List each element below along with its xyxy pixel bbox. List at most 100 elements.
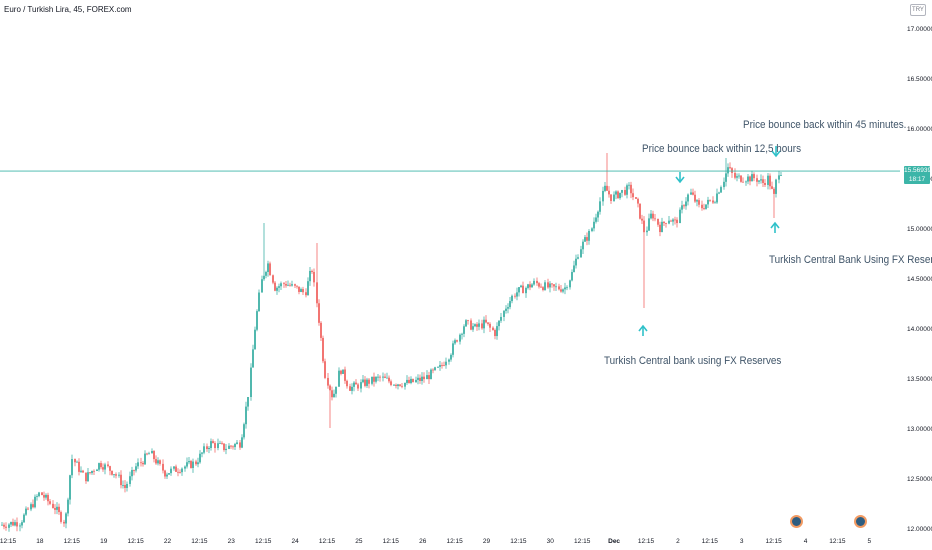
candle-body [483,319,485,329]
last-price-value: 15.56939 [904,167,932,174]
candle-body [415,379,417,383]
candle-body [234,443,236,448]
candle-body [316,282,318,304]
candle-body [536,280,538,284]
candle-body [135,466,137,471]
candle-body [217,443,219,449]
candle-body [173,466,175,469]
candle-body [426,375,428,380]
candle-body [437,366,439,368]
candle-body [423,376,425,380]
candle-body [104,464,106,470]
candle-body [364,379,366,386]
x-tick-label: 4 [804,538,808,545]
candle-body [465,320,467,327]
candle-body [419,377,421,381]
candle-body [494,329,496,337]
x-tick-label: Dec [608,538,620,545]
candle-body [663,221,665,224]
candle-body [294,284,296,286]
candle-body [674,219,676,221]
candle-body [434,367,436,370]
candle-body [712,200,714,203]
candle-body [309,270,311,282]
candle-body [639,203,641,219]
y-tick-label: 12.00000 [907,526,932,533]
candle-body [10,521,12,525]
candle-body [320,322,322,338]
candle-body [665,223,667,224]
y-tick-label: 12.50000 [907,476,932,483]
candle-body [164,470,166,477]
candle-body [430,369,432,380]
annotation-cb-reserves-1: Turkish Central bank using FX Reserves [604,355,782,367]
candle-body [703,208,705,210]
candle-body [250,367,252,397]
candle-body [342,369,344,374]
candle-body [142,462,144,465]
candle-body [379,376,381,378]
candle-body [199,453,201,463]
economic-event-icon[interactable] [790,515,803,528]
candle-body [771,186,773,189]
x-tick-label: 3 [740,538,744,545]
candle-body [340,370,342,374]
candle-body [586,237,588,241]
candle-body [60,512,62,522]
candle-body [113,474,115,476]
candle-body [727,167,729,174]
candle-body [428,375,430,380]
time-axis: 12:15 18 12:15 19 12:15 22 12:15 23 12:15 24 12:15… [0,538,871,545]
candle-body [637,198,639,204]
x-tick-label: 2 [676,538,680,545]
candle-body [764,182,766,185]
candle-body [773,188,775,194]
candle-body [725,173,727,182]
candle-body [626,185,628,195]
candle-body [505,308,507,311]
candle-body [551,283,553,285]
candle-body [225,448,227,451]
candle-body [38,492,40,497]
candle-body [679,209,681,224]
candle-body [646,230,648,233]
candle-body [390,381,392,385]
candle-body [525,287,527,294]
candle-body [241,437,243,448]
candle-body [298,286,300,292]
candle-body [201,452,203,454]
arrow-down-icon [771,146,781,158]
annotation-cb-reserves-2: Turkish Central Bank Using FX Reserves [769,254,932,266]
candle-body [580,249,582,258]
candle-body [239,442,241,448]
candle-body [63,521,65,524]
candle-body [232,446,234,448]
candle-body [533,280,535,285]
currency-label[interactable]: TRY [910,4,926,16]
economic-event-icon[interactable] [854,515,867,528]
arrow-down-icon [675,172,685,184]
candle-body [280,283,282,287]
candle-body [672,219,674,222]
candle-body [388,377,390,382]
candle-body [472,326,474,330]
candle-body [591,228,593,231]
candle-body [540,286,542,288]
x-tick-label: 24 [291,538,299,545]
candle-body [624,190,626,195]
candle-body [8,524,10,528]
x-tick-label: 12:15 [765,538,782,545]
candle-body [654,218,656,220]
candle-body [386,377,388,379]
candle-body [749,176,751,182]
candle-body [285,284,287,286]
x-tick-label: 23 [228,538,236,545]
candle-body [58,506,60,513]
candle-body [49,501,51,504]
candle-body [276,287,278,291]
candle-body [377,376,379,378]
candle-body [124,485,126,488]
candle-body [98,463,100,470]
